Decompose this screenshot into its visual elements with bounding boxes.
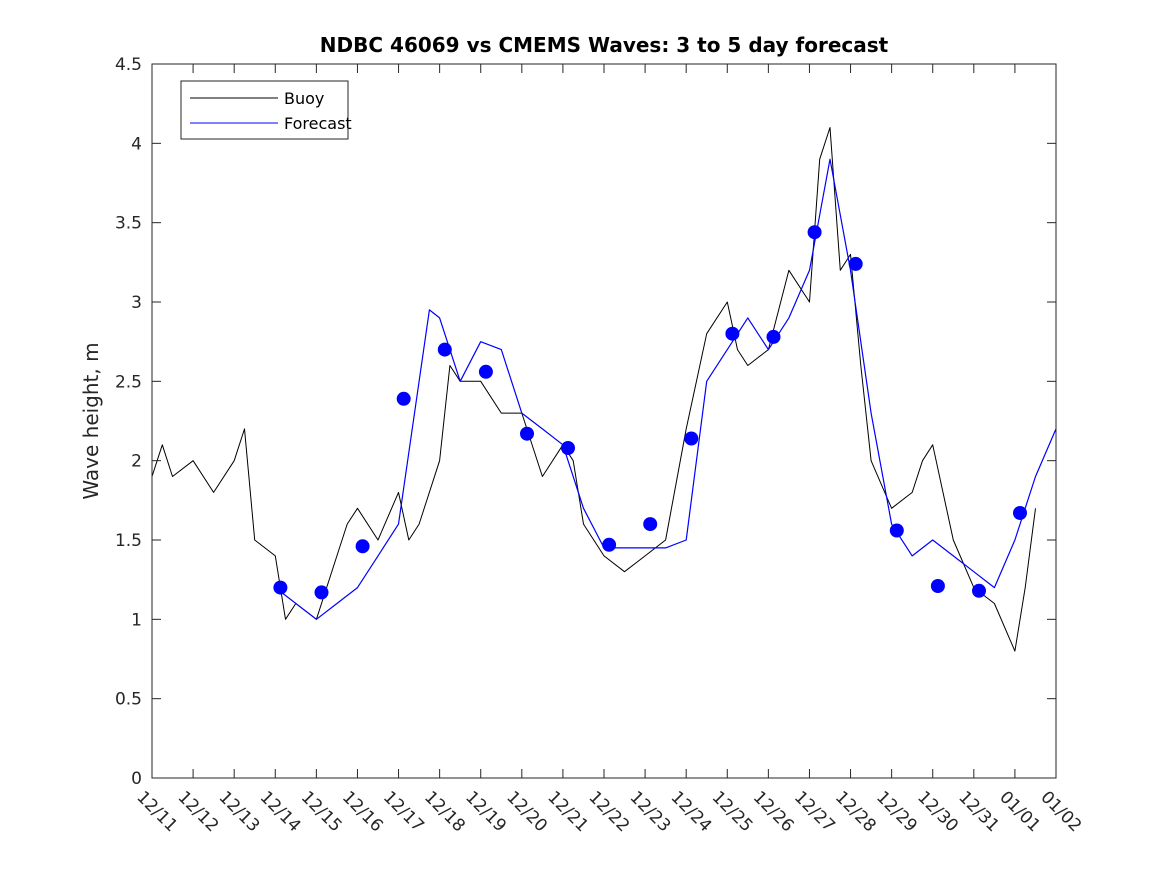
- forecast-marker: [643, 517, 658, 532]
- forecast-marker: [602, 537, 617, 552]
- series-layer: [151, 127, 1057, 652]
- forecast-marker: [766, 329, 781, 344]
- buoy-series-line: [151, 127, 1036, 652]
- y-tick-label: 3: [131, 293, 142, 313]
- forecast-marker: [478, 364, 493, 379]
- forecast-marker: [1013, 506, 1027, 520]
- forecast-marker: [437, 342, 452, 357]
- forecast-marker: [848, 256, 863, 271]
- forecast-marker: [807, 225, 822, 240]
- legend-box: [180, 80, 349, 140]
- y-tick-label: 1: [131, 610, 142, 630]
- plot-area: [152, 64, 1056, 778]
- forecast-marker: [273, 580, 288, 595]
- forecast-marker: [355, 539, 370, 554]
- forecast-marker: [725, 326, 740, 341]
- legend-label-buoy: Buoy: [284, 89, 324, 108]
- y-axis-label: Wave height, m: [79, 342, 103, 499]
- forecast-marker: [889, 523, 904, 538]
- forecast-marker: [520, 426, 534, 441]
- forecast-series-line: [274, 158, 1057, 620]
- y-tick-label: 4.5: [115, 55, 142, 75]
- forecast-marker: [396, 391, 411, 406]
- forecast-marker: [930, 579, 945, 593]
- chart-title: NDBC 46069 vs CMEMS Waves: 3 to 5 day fo…: [320, 33, 889, 57]
- legend-label-forecast: Forecast: [284, 114, 352, 133]
- forecast-marker: [314, 585, 329, 600]
- forecast-marker: [684, 431, 699, 446]
- y-tick-label: 4: [131, 134, 142, 154]
- forecast-marker: [972, 583, 986, 598]
- y-tick-label: 2.5: [115, 372, 142, 392]
- y-tick-label: 0: [131, 769, 142, 789]
- y-tick-label: 2: [131, 452, 142, 472]
- y-tick-label: 1.5: [115, 531, 142, 551]
- y-tick-label: 0.5: [115, 690, 142, 710]
- marker-layer: [273, 225, 1027, 600]
- forecast-marker: [561, 441, 575, 455]
- legend: Buoy Forecast: [180, 80, 352, 140]
- y-tick-label: 3.5: [115, 214, 142, 234]
